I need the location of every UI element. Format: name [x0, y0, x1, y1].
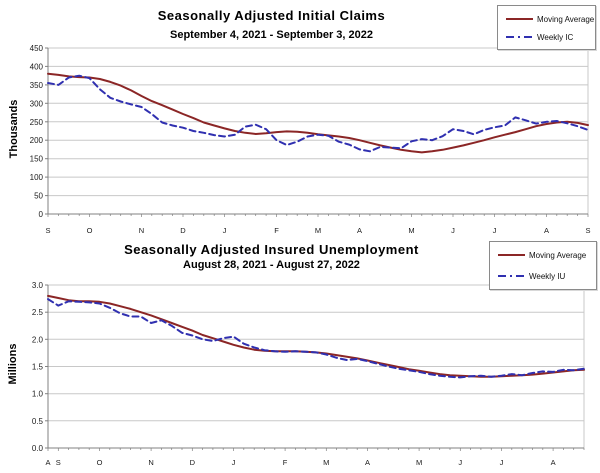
- y-tick-label: 100: [30, 173, 44, 182]
- y-tick-label: 400: [30, 62, 44, 71]
- insured-unemployment-legend: Moving Average Weekly IU: [489, 241, 597, 290]
- x-month-label: N: [148, 458, 153, 467]
- x-month-label: A: [365, 458, 370, 467]
- y-tick-label: 0.0: [32, 444, 44, 453]
- y-tick-label: 150: [30, 155, 44, 164]
- x-month-label: A: [357, 226, 362, 235]
- legend-item-moving-average: Moving Average: [497, 249, 586, 261]
- insured-unemployment-chart: Seasonally Adjusted Insured Unemployment…: [0, 236, 600, 473]
- x-month-label: J: [232, 458, 236, 467]
- initial-claims-title: Seasonally Adjusted Initial Claims: [157, 8, 386, 23]
- legend-item-weekly-ic: Weekly IC: [505, 31, 573, 43]
- x-month-label: D: [180, 226, 186, 235]
- x-month-label: S: [585, 226, 590, 235]
- x-month-label: J: [493, 226, 497, 235]
- y-tick-label: 300: [30, 99, 44, 108]
- legend-item-moving-average: Moving Average: [505, 13, 594, 25]
- x-month-label: F: [283, 458, 288, 467]
- legend-label-moving-average: Moving Average: [537, 14, 595, 24]
- initial-claims-chart: Seasonally Adjusted Initial Claims Septe…: [0, 0, 600, 236]
- insured-unemployment-plot-area: 3.02.52.01.51.00.50.0A S O N D J F M A M J J A: [32, 281, 585, 467]
- x-month-label: D: [190, 458, 196, 467]
- weekly-ic-line-icon: [506, 36, 533, 38]
- y-tick-label: 450: [30, 44, 44, 53]
- x-month-label: M: [315, 226, 321, 235]
- y-tick-label: 50: [34, 192, 43, 201]
- x-month-label: J: [458, 458, 462, 467]
- insured-unemployment-weekly-iu-line: [47, 298, 585, 379]
- x-month-label: J: [451, 226, 455, 235]
- initial-claims-legend: Moving Average Weekly IC: [497, 5, 596, 50]
- y-tick-label: 0.5: [32, 417, 44, 426]
- y-tick-label: 0: [39, 210, 44, 219]
- x-month-label: M: [416, 458, 422, 467]
- x-month-label: S: [56, 458, 61, 467]
- x-month-label: S: [45, 226, 50, 235]
- x-month-label: J: [500, 458, 504, 467]
- x-month-label: O: [97, 458, 103, 467]
- y-tick-label: 1.0: [32, 390, 44, 399]
- y-tick-label: 2.0: [32, 335, 44, 344]
- x-month-label: M: [408, 226, 414, 235]
- y-tick-label: 350: [30, 81, 44, 90]
- legend-label-weekly-iu: Weekly IU: [529, 271, 566, 281]
- y-tick-label: 3.0: [32, 281, 44, 290]
- x-month-label: N: [139, 226, 144, 235]
- moving-average-line-icon: [498, 254, 525, 256]
- x-month-label: F: [274, 226, 279, 235]
- initial-claims-date-range: September 4, 2021 - September 3, 2022: [170, 29, 373, 41]
- legend-label-moving-average: Moving Average: [529, 250, 587, 260]
- y-tick-label: 1.5: [32, 363, 44, 372]
- y-tick-label: 250: [30, 118, 44, 127]
- x-month-label: M: [323, 458, 329, 467]
- insured-unemployment-moving-average-line: [47, 294, 585, 378]
- x-month-label: A: [544, 226, 549, 235]
- x-month-label: A: [45, 458, 50, 467]
- x-month-label: O: [87, 226, 93, 235]
- initial-claims-weekly-ic-line: [47, 74, 589, 153]
- moving-average-line-icon: [506, 18, 533, 20]
- insured-unemployment-title: Seasonally Adjusted Insured Unemployment: [124, 242, 419, 257]
- weekly-iu-line-icon: [498, 275, 525, 277]
- y-tick-label: 200: [30, 136, 44, 145]
- legend-label-weekly-ic: Weekly IC: [537, 32, 574, 42]
- x-month-label: J: [223, 226, 227, 235]
- x-month-label: A: [551, 458, 556, 467]
- legend-item-weekly-iu: Weekly IU: [497, 270, 565, 282]
- y-tick-label: 2.5: [32, 308, 44, 317]
- insured-unemployment-date-range: August 28, 2021 - August 27, 2022: [183, 259, 360, 271]
